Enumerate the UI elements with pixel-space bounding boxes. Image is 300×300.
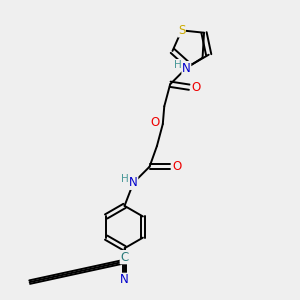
Text: O: O xyxy=(150,116,159,129)
Text: N: N xyxy=(182,61,191,75)
Text: N: N xyxy=(120,273,129,286)
Text: C: C xyxy=(120,250,129,264)
Text: C: C xyxy=(120,250,129,264)
Text: H: H xyxy=(121,174,128,184)
Text: N: N xyxy=(129,176,138,189)
Text: H: H xyxy=(174,59,182,70)
Text: S: S xyxy=(178,24,185,37)
Text: O: O xyxy=(172,160,181,173)
Text: O: O xyxy=(191,81,200,94)
